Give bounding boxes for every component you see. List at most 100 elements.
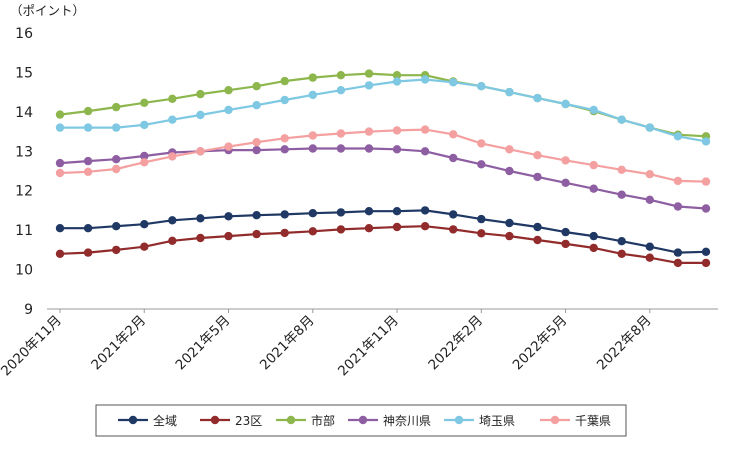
data-point [224, 86, 233, 95]
data-point [477, 214, 486, 224]
y-tick-label: 10 [15, 263, 33, 279]
data-point [224, 142, 233, 151]
data-point [420, 222, 430, 231]
data-point [55, 224, 65, 233]
data-point [336, 129, 346, 138]
data-point [477, 160, 486, 169]
data-point [673, 248, 683, 257]
data-point [168, 216, 177, 225]
data-point [392, 207, 402, 216]
data-point [533, 222, 542, 232]
data-point [280, 145, 289, 154]
data-point [168, 236, 177, 245]
data-point [364, 224, 374, 233]
data-point [140, 120, 149, 130]
y-tick-label: 13 [15, 144, 33, 160]
data-point [83, 123, 93, 132]
data-point [617, 249, 626, 258]
data-point [364, 81, 374, 90]
data-point [392, 126, 402, 135]
data-point [617, 115, 626, 124]
y-tick-label: 9 [24, 302, 33, 318]
data-point [112, 164, 121, 174]
data-point [673, 176, 683, 186]
series-line [60, 209, 707, 254]
data-point [55, 123, 65, 132]
data-point [308, 90, 317, 100]
series-4 [55, 75, 711, 146]
series-0 [55, 206, 711, 257]
x-tick-label: 2021年11月 [335, 313, 402, 380]
data-point [112, 102, 121, 112]
data-point [589, 105, 598, 115]
data-point [364, 127, 374, 136]
data-point [308, 73, 317, 82]
data-point [561, 99, 570, 109]
data-point [561, 178, 570, 187]
data-point [645, 170, 654, 179]
data-point [140, 242, 149, 251]
data-point [449, 210, 458, 219]
data-point [336, 86, 346, 95]
data-point [112, 155, 121, 164]
data-point [364, 69, 374, 78]
series-3 [55, 144, 711, 213]
data-point [112, 123, 121, 132]
data-point [477, 82, 486, 91]
data-point [308, 227, 317, 236]
data-point [589, 184, 598, 193]
series-2 [55, 69, 711, 141]
data-point [308, 209, 317, 218]
data-point [449, 78, 458, 87]
data-point [420, 75, 430, 84]
data-point [252, 211, 261, 220]
data-point [308, 131, 317, 140]
y-tick-label: 16 [15, 26, 33, 42]
data-point [392, 77, 402, 86]
data-point [364, 207, 374, 216]
legend-marker [454, 415, 464, 425]
data-point [252, 82, 261, 91]
data-point [617, 165, 626, 174]
data-point [140, 220, 149, 229]
data-point [673, 258, 683, 268]
data-point [196, 233, 205, 243]
y-tick-label: 15 [15, 65, 33, 81]
data-point [589, 243, 598, 253]
data-point [477, 229, 486, 238]
data-point [449, 153, 458, 163]
y-tick-label: 11 [15, 223, 33, 239]
data-point [645, 242, 654, 251]
data-point [83, 106, 93, 116]
legend: 全域 23区 市部 神奈川県 埼玉県 千葉県 [95, 404, 627, 437]
legend-item: 千葉県 [540, 414, 611, 428]
data-point [533, 93, 542, 103]
data-point [589, 160, 598, 170]
data-point [308, 144, 317, 153]
data-point [505, 145, 514, 154]
data-point [392, 71, 402, 80]
data-point [140, 151, 149, 161]
x-tick-label: 2022年5月 [510, 313, 571, 374]
data-point [252, 101, 261, 110]
data-point [392, 222, 402, 232]
data-point [449, 225, 458, 234]
data-point [224, 212, 233, 221]
data-point [701, 258, 711, 268]
data-point [420, 125, 430, 134]
legend-marker [128, 415, 138, 425]
series-line [59, 225, 706, 264]
data-point [224, 105, 233, 115]
data-point [252, 229, 261, 239]
data-point [280, 134, 289, 143]
data-point [112, 222, 121, 231]
data-point [196, 147, 205, 156]
legend-label: 埼玉県 [479, 414, 515, 428]
data-point [673, 132, 683, 141]
data-point [561, 239, 570, 249]
data-point [55, 249, 65, 258]
data-point [336, 144, 346, 153]
data-point [505, 231, 514, 241]
legend-item: 埼玉県 [444, 414, 515, 428]
